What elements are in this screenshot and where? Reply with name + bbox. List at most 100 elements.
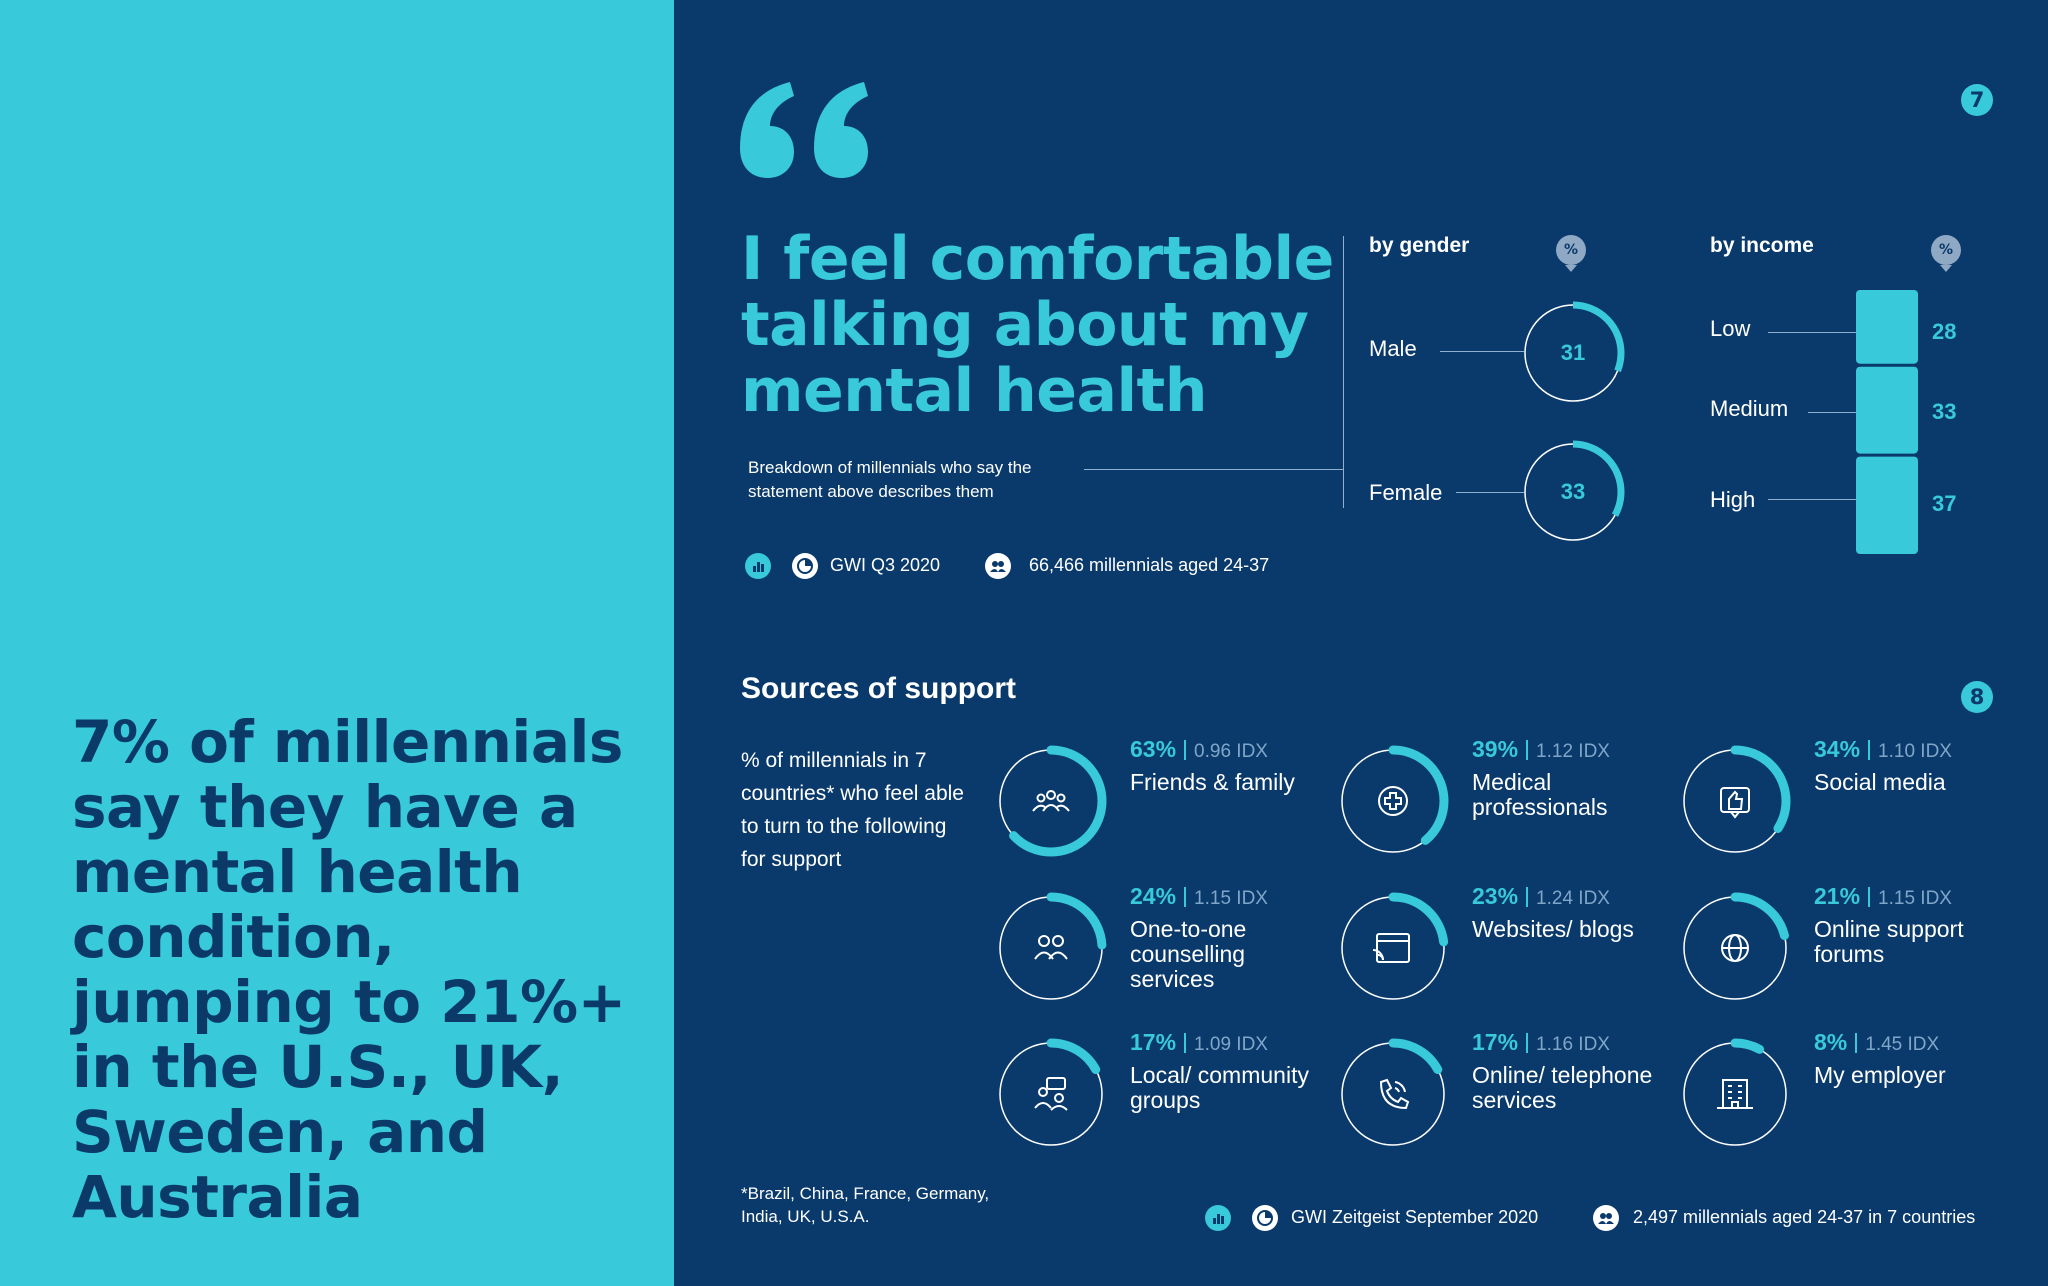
support-ring-9	[1683, 1042, 1787, 1146]
gender-unit-badge: %	[1556, 235, 1586, 265]
right-panel	[674, 0, 2048, 1286]
support-arc-7	[995, 1038, 1107, 1150]
support-divider-6	[1868, 887, 1871, 907]
left-panel	[0, 0, 674, 1286]
income-bar-high	[1856, 456, 1918, 554]
support-donut-1	[995, 745, 1107, 857]
high-leader-line	[1768, 499, 1856, 500]
support-idx-1: 0.96 IDX	[1194, 741, 1268, 762]
support-donut-8	[1337, 1038, 1449, 1150]
support-idx-5: 1.24 IDX	[1536, 888, 1610, 909]
support-stat-4: 24% 1.15 IDX	[1130, 883, 1268, 910]
quote-statement: I feel comfortable talking about my ment…	[741, 224, 1334, 426]
support-stat-9: 8% 1.45 IDX	[1814, 1029, 1939, 1056]
gender-label-female: Female	[1369, 480, 1443, 505]
breakdown-note: Breakdown of millennials who say the sta…	[748, 458, 1032, 501]
support-stat-6: 21% 1.15 IDX	[1814, 883, 1952, 910]
support-idx-4: 1.15 IDX	[1194, 888, 1268, 909]
medical-cross-icon	[1378, 786, 1408, 816]
support-stat-5: 23% 1.24 IDX	[1472, 883, 1610, 910]
support-arc-6	[1679, 892, 1791, 1004]
support-idx-3: 1.10 IDX	[1878, 741, 1952, 762]
left-headline: 7% of millennials say they have a mental…	[72, 708, 626, 1231]
divider-line	[1343, 236, 1344, 508]
support-donut-5	[1337, 892, 1449, 1004]
support-arc-5	[1337, 892, 1449, 1004]
income-label-low: Low	[1710, 316, 1751, 341]
sources-subtitle: % of millennials in 7 countries* who fee…	[741, 749, 964, 871]
support-donut-9	[1679, 1038, 1791, 1150]
top-survey-name: GWI Q3 2020	[830, 555, 941, 575]
support-label-2: Medical professionals	[1472, 769, 1608, 820]
income-value-high: 37	[1932, 491, 1957, 516]
support-arc-3	[1679, 745, 1791, 857]
support-stat-3: 34% 1.10 IDX	[1814, 736, 1952, 763]
support-divider-1	[1184, 740, 1187, 760]
support-divider-9	[1855, 1033, 1858, 1053]
support-pct-3: 34%	[1814, 736, 1861, 762]
income-unit-badge: %	[1931, 235, 1961, 265]
support-divider-4	[1184, 887, 1187, 907]
support-label-8: Online/ telephone services	[1472, 1062, 1653, 1113]
support-pct-8: 17%	[1472, 1029, 1519, 1055]
browser-window-icon	[1372, 933, 1410, 963]
people-group-icon	[1032, 790, 1070, 812]
support-donut-2	[1337, 745, 1449, 857]
audience-people-icon	[985, 553, 1011, 579]
gender-unit-pin-tip	[1565, 265, 1577, 272]
sources-title: Sources of support	[741, 672, 1017, 705]
support-label-5: Websites/ blogs	[1472, 916, 1634, 942]
income-value-medium: 33	[1932, 399, 1957, 424]
income-value-low: 28	[1932, 319, 1957, 344]
support-idx-9: 1.45 IDX	[1865, 1034, 1940, 1055]
support-stat-2: 39% 1.12 IDX	[1472, 736, 1610, 763]
gender-chart-title: by gender	[1369, 234, 1470, 257]
support-arc-2	[1337, 745, 1449, 857]
income-bar-low	[1856, 290, 1918, 364]
female-leader-line	[1456, 492, 1524, 493]
gender-value-male: 31	[1560, 340, 1586, 365]
gender-label-male: Male	[1369, 336, 1417, 361]
support-idx-6: 1.15 IDX	[1878, 888, 1952, 909]
gender-donut-female	[1521, 440, 1625, 544]
gender-donut-male	[1521, 301, 1625, 405]
support-stat-8: 17% 1.16 IDX	[1472, 1029, 1610, 1056]
chart-source-icon	[745, 553, 771, 579]
support-donut-4	[995, 892, 1107, 1004]
survey-pie-icon	[792, 553, 818, 579]
medium-leader-line	[1808, 412, 1856, 413]
survey-pie-icon-bottom	[1252, 1205, 1278, 1231]
support-pct-1: 63%	[1130, 736, 1177, 762]
support-divider-7	[1184, 1033, 1187, 1053]
income-bar-medium	[1856, 366, 1918, 454]
income-label-high: High	[1710, 487, 1756, 512]
support-arc-1	[995, 745, 1107, 857]
support-label-7: Local/ community groups	[1130, 1062, 1309, 1113]
globe-icon	[1721, 934, 1749, 962]
support-idx-2: 1.12 IDX	[1536, 741, 1610, 762]
page-number-8: 8	[1961, 681, 1993, 713]
support-label-9: My employer	[1814, 1062, 1946, 1088]
support-donut-3	[1679, 745, 1791, 857]
support-pct-6: 21%	[1814, 883, 1861, 909]
support-label-6: Online support forums	[1814, 916, 1964, 967]
male-leader-line	[1440, 351, 1524, 352]
page-number-7: 7	[1961, 84, 1993, 116]
chart-source-icon-bottom	[1205, 1205, 1231, 1231]
support-pct-5: 23%	[1472, 883, 1519, 909]
support-donut-7	[995, 1038, 1107, 1150]
support-stat-1: 63% 0.96 IDX	[1130, 736, 1268, 763]
support-idx-8: 1.16 IDX	[1536, 1034, 1610, 1055]
support-pct-4: 24%	[1130, 883, 1177, 909]
support-divider-8	[1526, 1033, 1529, 1053]
support-divider-3	[1868, 740, 1871, 760]
income-unit-pin-tip	[1940, 265, 1952, 272]
support-label-1: Friends & family	[1130, 769, 1295, 795]
office-building-icon	[1717, 1079, 1753, 1109]
gender-value-female: 33	[1560, 479, 1586, 504]
support-donut-6	[1679, 892, 1791, 1004]
male-arc	[1521, 301, 1625, 405]
support-label-3: Social media	[1814, 769, 1946, 795]
support-arc-4	[995, 892, 1107, 1004]
support-arc-9	[1679, 1038, 1791, 1150]
